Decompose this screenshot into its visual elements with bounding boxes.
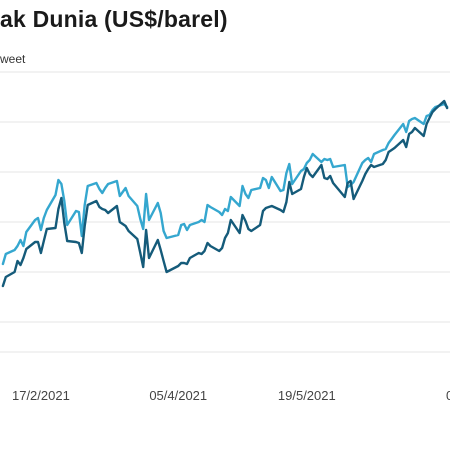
gridlines [0, 71, 450, 353]
x-tick-label: 05/4/2021 [149, 388, 207, 403]
x-tick-label: 19/5/2021 [278, 388, 336, 403]
series-line-2 [1, 99, 449, 288]
series-lines [1, 99, 449, 288]
chart-title: ak Dunia (US$/barel) [0, 6, 228, 32]
x-tick-label: 17/2/2021 [12, 388, 70, 403]
series-line-1 [1, 102, 449, 266]
x-axis-ticks: 17/2/2021 05/4/2021 19/5/2021 0 [12, 388, 450, 403]
chart-subtitle: weet [0, 52, 26, 66]
x-tick-label: 0 [446, 388, 450, 403]
